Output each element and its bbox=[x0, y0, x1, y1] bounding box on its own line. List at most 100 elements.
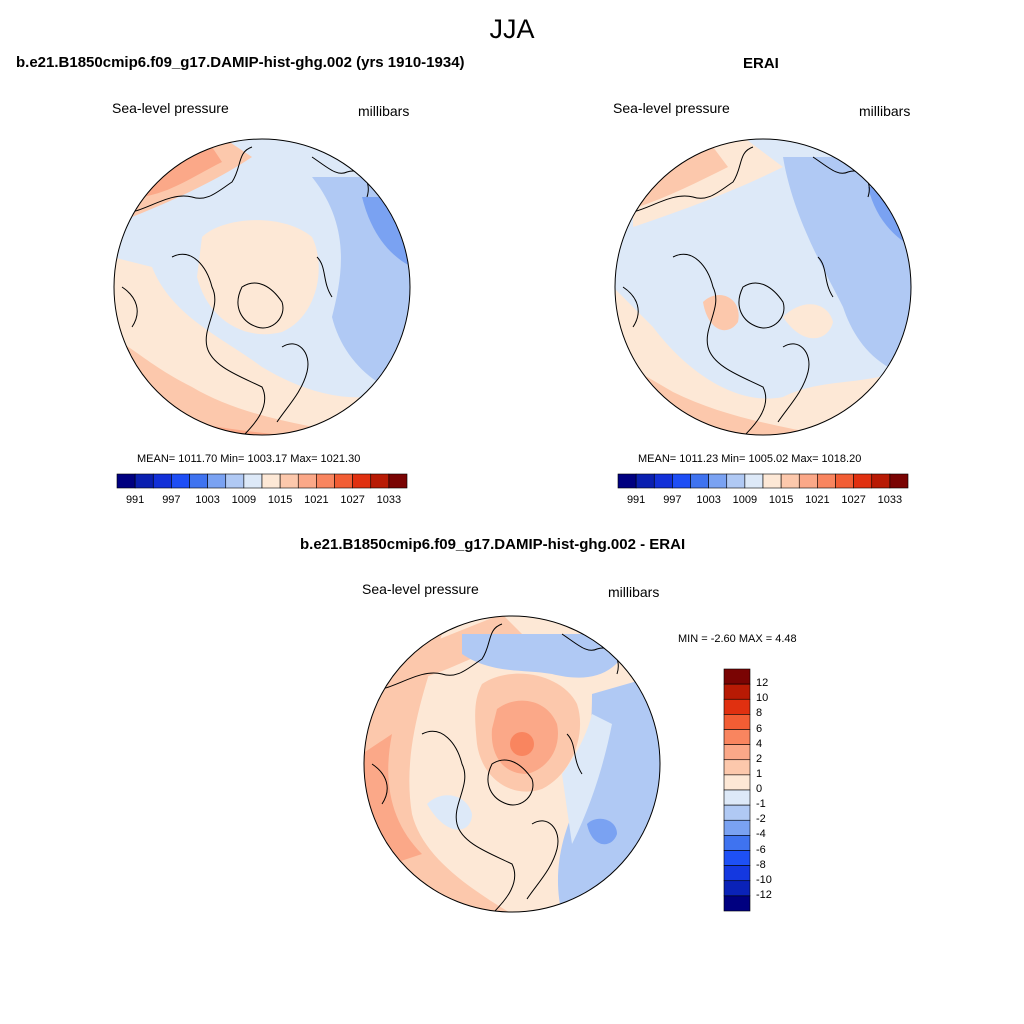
diff-colorbar-tick-label: 6 bbox=[756, 722, 763, 735]
model-colorbar-box bbox=[370, 473, 390, 489]
obs-colorbar-box bbox=[708, 473, 728, 489]
obs-colorbar-box bbox=[672, 473, 691, 489]
model-polar-map bbox=[113, 138, 411, 436]
diff-colorbar-box bbox=[723, 698, 751, 715]
obs-colorbar-box bbox=[744, 473, 764, 489]
obs-colorbar-box bbox=[690, 473, 709, 489]
season-title: JJA bbox=[489, 14, 535, 44]
diff-colorbar-box bbox=[723, 895, 751, 912]
model-units-label: millibars bbox=[358, 103, 410, 119]
model-colorbar bbox=[116, 473, 408, 489]
obs-coastlines bbox=[622, 146, 870, 435]
diff-stats: MIN = -2.60 MAX = 4.48 bbox=[678, 633, 797, 645]
model-colorbar-box bbox=[189, 473, 208, 489]
obs-colorbar-box bbox=[780, 473, 800, 489]
obs-colorbar-box bbox=[853, 473, 873, 489]
model-colorbar-box bbox=[152, 473, 172, 489]
model-colorbar-box bbox=[243, 473, 263, 489]
model-colorbar-tick-label: 1003 bbox=[195, 494, 220, 506]
obs-colorbar-ticks: 991 997 1003 1009 1015 1021 1027 1033 bbox=[618, 494, 908, 508]
obs-colorbar-tick-label: 1033 bbox=[877, 494, 903, 506]
diff-units-label: millibars bbox=[608, 584, 660, 600]
model-variable-label: Sea-level pressure bbox=[112, 100, 229, 116]
obs-colorbar-tick-label: 1009 bbox=[732, 494, 758, 506]
diff-colorbar-tick-label: -4 bbox=[756, 828, 766, 841]
model-central-arctic-high bbox=[197, 220, 319, 335]
obs-colorbar-box bbox=[762, 473, 782, 489]
model-colorbar-box bbox=[171, 473, 190, 489]
diff-coastlines bbox=[371, 623, 619, 912]
obs-colorbar-tick-label: 1027 bbox=[841, 494, 866, 506]
diff-colorbar-tick-label: -1 bbox=[756, 798, 766, 811]
model-colorbar-tick-label: 1033 bbox=[376, 494, 402, 506]
obs-colorbar-tick-label: 997 bbox=[663, 494, 682, 506]
diff-negative-core bbox=[587, 818, 617, 845]
model-colorbar-box bbox=[352, 473, 372, 489]
model-colorbar-box bbox=[134, 473, 154, 489]
model-colorbar-tick-label: 1015 bbox=[267, 494, 293, 506]
diff-colorbar-box bbox=[723, 819, 751, 836]
obs-colorbar bbox=[617, 473, 909, 489]
model-colorbar-box bbox=[225, 473, 245, 489]
obs-colorbar-box bbox=[653, 473, 673, 489]
diff-colorbar-box bbox=[723, 865, 751, 882]
obs-units-label: millibars bbox=[859, 103, 911, 119]
diff-colorbar-box bbox=[723, 729, 751, 745]
obs-colorbar-tick-label: 1003 bbox=[696, 494, 721, 506]
model-colorbar-box bbox=[116, 473, 136, 489]
diff-panel-title: b.e21.B1850cmip6.f09_g17.DAMIP-hist-ghg.… bbox=[300, 536, 686, 553]
diff-colorbar-box bbox=[723, 789, 751, 806]
obs-colorbar-box bbox=[635, 473, 655, 489]
diff-negative-east-light bbox=[562, 714, 612, 844]
diff-colorbar-tick-label: -10 bbox=[756, 873, 772, 886]
diff-colorbar-box bbox=[723, 835, 751, 851]
obs-colorbar-tick-label: 991 bbox=[626, 494, 646, 506]
diff-colorbar-box bbox=[723, 850, 751, 866]
diff-colorbar-tick-label: 10 bbox=[756, 692, 769, 705]
obs-colorbar-box bbox=[617, 473, 637, 489]
diff-colorbar-tick-label: 2 bbox=[756, 752, 763, 765]
diff-colorbar-tick-label: 12 bbox=[756, 677, 769, 690]
diff-colorbar-tick-label: 1 bbox=[756, 767, 763, 780]
model-colorbar-box bbox=[316, 473, 335, 489]
model-panel-title: b.e21.B1850cmip6.f09_g17.DAMIP-hist-ghg.… bbox=[16, 54, 465, 71]
model-colorbar-tick-label: 1021 bbox=[304, 494, 329, 506]
model-coastlines bbox=[121, 146, 369, 435]
obs-colorbar-box bbox=[889, 473, 909, 489]
model-colorbar-box bbox=[261, 473, 281, 489]
obs-greenland-high bbox=[703, 294, 739, 331]
diff-colorbar-tick-label: 4 bbox=[756, 737, 763, 750]
obs-colorbar-tick-label: 1021 bbox=[805, 494, 830, 506]
obs-panel-title: ERAI bbox=[743, 55, 779, 72]
obs-colorbar-tick-label: 1015 bbox=[768, 494, 794, 506]
diff-colorbar-tick-label: -8 bbox=[756, 858, 766, 871]
obs-scandinavia-high bbox=[783, 304, 833, 339]
obs-colorbar-box bbox=[798, 473, 818, 489]
obs-colorbar-box bbox=[726, 473, 746, 489]
diff-colorbar-tick-label: -2 bbox=[756, 813, 766, 826]
model-colorbar-box bbox=[207, 473, 227, 489]
diff-colorbar-box bbox=[723, 714, 751, 730]
obs-colorbar-box bbox=[835, 473, 854, 489]
diff-colorbar-tick-label: 8 bbox=[756, 707, 763, 720]
diff-colorbar-box bbox=[723, 804, 751, 821]
model-high-pressure-pacific-core bbox=[142, 147, 222, 197]
diff-colorbar-ticks: 12 10 8 6 4 2 1 0 -1 -2 -4 -6 -8 -10 -12 bbox=[756, 669, 796, 911]
obs-high-pressure-pacific-core bbox=[638, 147, 728, 207]
diff-colorbar-box bbox=[723, 759, 751, 776]
obs-colorbar-box bbox=[871, 473, 891, 489]
model-colorbar-box bbox=[279, 473, 299, 489]
model-colorbar-box bbox=[297, 473, 317, 489]
model-stats: MEAN= 1011.70 Min= 1003.17 Max= 1021.30 bbox=[137, 453, 361, 465]
diff-polar-map bbox=[363, 615, 661, 913]
diff-arctic-high-core bbox=[510, 732, 534, 756]
diff-colorbar bbox=[723, 668, 751, 912]
model-colorbar-box bbox=[334, 473, 353, 489]
obs-variable-label: Sea-level pressure bbox=[613, 100, 730, 116]
diff-colorbar-box bbox=[723, 668, 751, 685]
diff-variable-label: Sea-level pressure bbox=[362, 581, 479, 597]
diff-negative-greenland bbox=[427, 795, 472, 830]
diff-negative-north bbox=[462, 634, 632, 678]
diff-colorbar-tick-label: -12 bbox=[756, 888, 772, 901]
diff-colorbar-box bbox=[723, 880, 751, 897]
